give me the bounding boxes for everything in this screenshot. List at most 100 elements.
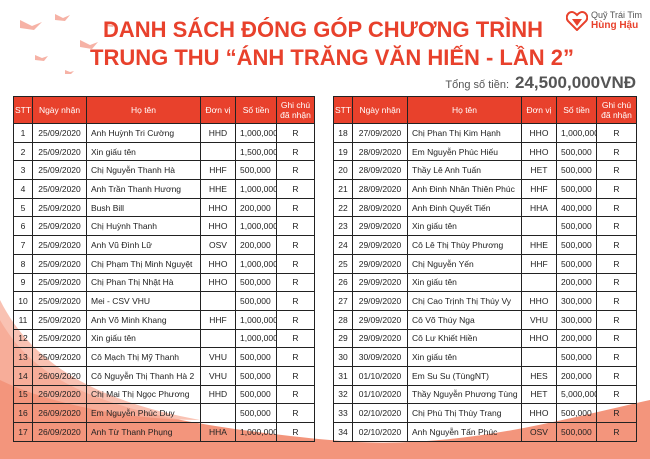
cell-unit: HHO <box>521 403 557 423</box>
title-line-2: TRUNG THU “ÁNH TRĂNG VĂN HIẾN - LẦN 2” <box>90 45 574 70</box>
title-line-1: DANH SÁCH ĐÓNG GÓP CHƯƠNG TRÌNH <box>103 17 543 42</box>
heart-logo-icon <box>566 10 588 31</box>
header-date: Ngày nhận <box>352 96 408 124</box>
cell-name: Chị Phan Thị Nhật Hà <box>86 272 201 293</box>
cell-date: 26/09/2020 <box>32 384 87 405</box>
cell-note: R <box>276 403 315 423</box>
cell-name: Em Nguyễn Phúc Hiếu <box>407 141 522 162</box>
table-row: 11 25/09/2020 Anh Võ Minh Khang HHF 1,000,00… <box>13 309 315 330</box>
header-amount: Số tiền <box>235 96 277 124</box>
cell-stt: 9 <box>13 272 33 293</box>
cell-amount: 500,000 <box>235 403 277 423</box>
cell-note: R <box>276 141 315 162</box>
cell-name: Chị Phù Thị Thùy Trang <box>407 403 522 423</box>
cell-date: 25/09/2020 <box>32 216 87 237</box>
cell-unit: HHO <box>200 253 236 274</box>
cell-stt: 29 <box>333 328 353 349</box>
cell-amount: 500,000 <box>556 216 597 237</box>
header-name: Họ tên <box>86 96 201 124</box>
table-row: 23 29/09/2020 Xin giấu tên 500,000 R <box>333 216 637 237</box>
cell-name: Anh Đinh Nhân Thiên Phúc <box>407 179 522 199</box>
header-unit: Đơn vị <box>521 96 557 124</box>
table-row: 29 29/09/2020 Cô Lư Khiết Hiền HHO 200,000 R <box>333 328 637 349</box>
cell-name: Cô Lư Khiết Hiền <box>407 328 522 349</box>
cell-stt: 34 <box>333 422 353 442</box>
table-row: 3 25/09/2020 Chị Nguyễn Thanh Hà HHF 500,000… <box>13 160 315 181</box>
cell-amount: 200,000 <box>556 365 597 386</box>
cell-name: Xin giấu tên <box>407 272 522 293</box>
cell-amount: 500,000 <box>556 422 597 442</box>
cell-date: 25/09/2020 <box>32 328 87 349</box>
donation-table-right: STT Ngày nhận Họ tên Đơn vị Số tiền Ghi chú đ… <box>333 96 637 442</box>
cell-unit <box>200 403 236 423</box>
cell-date: 29/09/2020 <box>352 328 408 349</box>
cell-date: 25/09/2020 <box>32 272 87 293</box>
table-row: 32 01/10/2020 Thầy Nguyễn Phương Tùng HET 5,… <box>333 384 637 405</box>
cell-note: R <box>276 160 315 181</box>
header-stt: STT <box>13 96 33 124</box>
cell-stt: 30 <box>333 347 353 367</box>
cell-note: R <box>276 123 315 143</box>
table-row: 1 25/09/2020 Anh Huỳnh Tri Cường HHD 1,000,0… <box>13 123 315 143</box>
cell-amount: 1,000,000 <box>235 309 277 330</box>
cell-unit: OSV <box>200 235 236 255</box>
table-row: 25 29/09/2020 Chị Nguyễn Yến HHF 500,000 R <box>333 253 637 274</box>
cell-unit: HHF <box>200 160 236 181</box>
cell-amount: 400,000 <box>556 197 597 218</box>
cell-note: R <box>596 347 637 367</box>
cell-unit: HHO <box>521 141 557 162</box>
total-label: Tổng số tiền: <box>445 79 510 91</box>
cell-unit: VHU <box>200 365 236 386</box>
cell-amount: 200,000 <box>556 328 597 349</box>
cell-date: 02/10/2020 <box>352 422 408 442</box>
cell-unit <box>521 216 557 237</box>
cell-unit: VHU <box>200 347 236 367</box>
cell-date: 30/09/2020 <box>352 347 408 367</box>
cell-name: Thầy Nguyễn Phương Tùng <box>407 384 522 405</box>
cell-stt: 4 <box>13 179 33 199</box>
cell-note: R <box>596 197 637 218</box>
cell-unit <box>200 141 236 162</box>
cell-note: R <box>276 384 315 405</box>
table-row: 9 25/09/2020 Chị Phan Thị Nhật Hà HHO 500,00… <box>13 272 315 293</box>
cell-date: 29/09/2020 <box>352 235 408 255</box>
cell-stt: 17 <box>13 422 33 442</box>
table-row: 34 02/10/2020 Anh Nguyễn Tấn Phúc OSV 500,00… <box>333 422 637 442</box>
cell-name: Em Su Su (TùngNT) <box>407 365 522 386</box>
header-date: Ngày nhận <box>32 96 87 124</box>
cell-stt: 24 <box>333 235 353 255</box>
cell-name: Anh Vũ Đình Lữ <box>86 235 201 255</box>
header-stt: STT <box>333 96 353 124</box>
cell-unit: HHO <box>521 291 557 311</box>
header-note: Ghi chú đã nhận <box>276 96 315 124</box>
cell-name: Anh Đinh Quyết Tiến <box>407 197 522 218</box>
cell-amount: 1,000,000 <box>235 179 277 199</box>
cell-name: Thầy Lê Anh Tuấn <box>407 160 522 181</box>
cell-note: R <box>596 253 637 274</box>
cell-stt: 11 <box>13 309 33 330</box>
table-row: 10 25/09/2020 Mei - CSV VHU 500,000 R <box>13 291 315 311</box>
cell-date: 25/09/2020 <box>32 123 87 143</box>
cell-amount: 500,000 <box>235 291 277 311</box>
birds-icon <box>20 14 116 74</box>
cell-amount: 500,000 <box>556 403 597 423</box>
cell-note: R <box>276 347 315 367</box>
cell-date: 28/09/2020 <box>352 160 408 181</box>
table-row: 31 01/10/2020 Em Su Su (TùngNT) HES 200,000 R <box>333 365 637 386</box>
table-row: 27 29/09/2020 Chị Cao Trịnh Thị Thúy Vy HHO… <box>333 291 637 311</box>
cell-note: R <box>596 384 637 405</box>
table-row: 21 28/09/2020 Anh Đinh Nhân Thiên Phúc HHF 5… <box>333 179 637 199</box>
cell-date: 26/09/2020 <box>32 365 87 386</box>
cell-note: R <box>596 309 637 330</box>
cell-amount: 500,000 <box>556 160 597 181</box>
table-row: 19 28/09/2020 Em Nguyễn Phúc Hiếu HHO 500,00… <box>333 141 637 162</box>
header-note: Ghi chú đã nhận <box>596 96 637 124</box>
cell-unit: HET <box>521 160 557 181</box>
table-row: 8 25/09/2020 Chị Phạm Thị Minh Nguyệt HHO 1,… <box>13 253 315 274</box>
table-row: 18 27/09/2020 Chị Phan Thị Kim Hạnh HHO 1,00… <box>333 123 637 143</box>
cell-note: R <box>276 235 315 255</box>
cell-date: 27/09/2020 <box>352 123 408 143</box>
logo-line2: Hùng Hậu <box>591 20 639 31</box>
cell-unit: OSV <box>521 422 557 442</box>
cell-note: R <box>596 272 637 293</box>
